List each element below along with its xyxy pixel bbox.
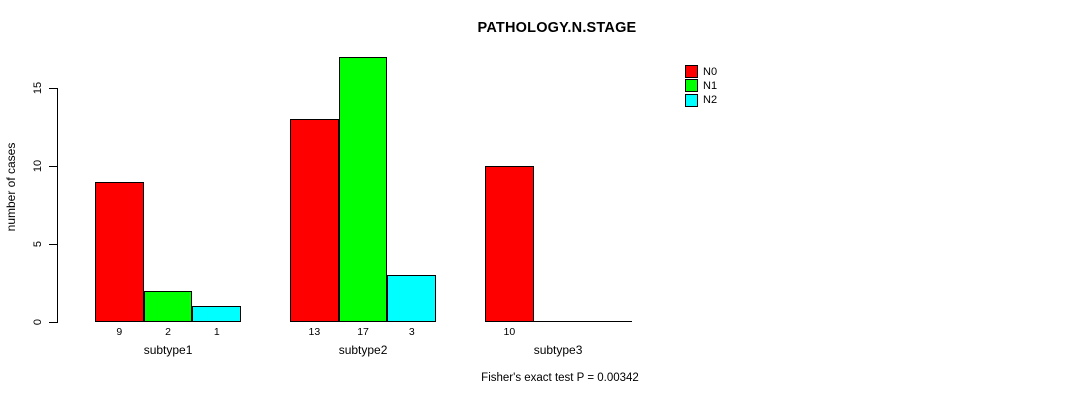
legend-label-n2: N2	[703, 94, 718, 107]
bar-n0-subtype3	[485, 166, 534, 322]
y-axis-tick-label: 5	[32, 240, 44, 248]
bar-value-label: 2	[165, 326, 171, 338]
legend-swatch-n2	[685, 93, 698, 107]
legend-label-n0: N0	[703, 65, 718, 78]
bar-value-label: 17	[357, 326, 369, 338]
bar-n0-subtype2	[290, 119, 339, 322]
y-axis-line	[57, 88, 58, 323]
bar-zero-n2-subtype3	[582, 321, 633, 322]
bar-n2-subtype2	[387, 275, 437, 322]
legend-swatch-n1	[685, 79, 698, 93]
y-axis-tick	[49, 87, 57, 89]
bar-n2-subtype1	[192, 306, 242, 322]
bar-value-label: 10	[503, 326, 516, 338]
chart-title: PATHOLOGY.N.STAGE	[477, 20, 637, 36]
x-category-label-subtype3: subtype3	[533, 343, 583, 357]
y-axis-tick	[49, 165, 57, 167]
bar-value-label: 1	[213, 326, 220, 338]
x-category-label-subtype2: subtype2	[338, 343, 388, 357]
legend-label-n1: N1	[703, 79, 718, 92]
x-category-label-subtype1: subtype1	[143, 343, 193, 357]
y-axis-label: number of cases	[4, 142, 18, 232]
y-axis-tick-label: 10	[32, 159, 44, 173]
y-axis-tick	[49, 243, 57, 245]
bar-value-label: 3	[408, 326, 415, 338]
bar-n1-subtype1	[143, 290, 193, 322]
bar-zero-n1-subtype3	[533, 321, 584, 322]
y-axis-tick	[49, 321, 57, 323]
bar-value-label: 9	[116, 326, 123, 338]
annotation-text: Fisher's exact test P = 0.00342	[481, 372, 639, 384]
bar-n1-subtype2	[338, 56, 388, 322]
legend-swatch-n0	[685, 65, 698, 78]
y-axis-tick-label: 15	[32, 81, 44, 95]
y-axis-tick-label: 0	[32, 318, 44, 326]
bar-n0-subtype1	[95, 181, 144, 322]
bar-value-label: 13	[308, 326, 321, 338]
